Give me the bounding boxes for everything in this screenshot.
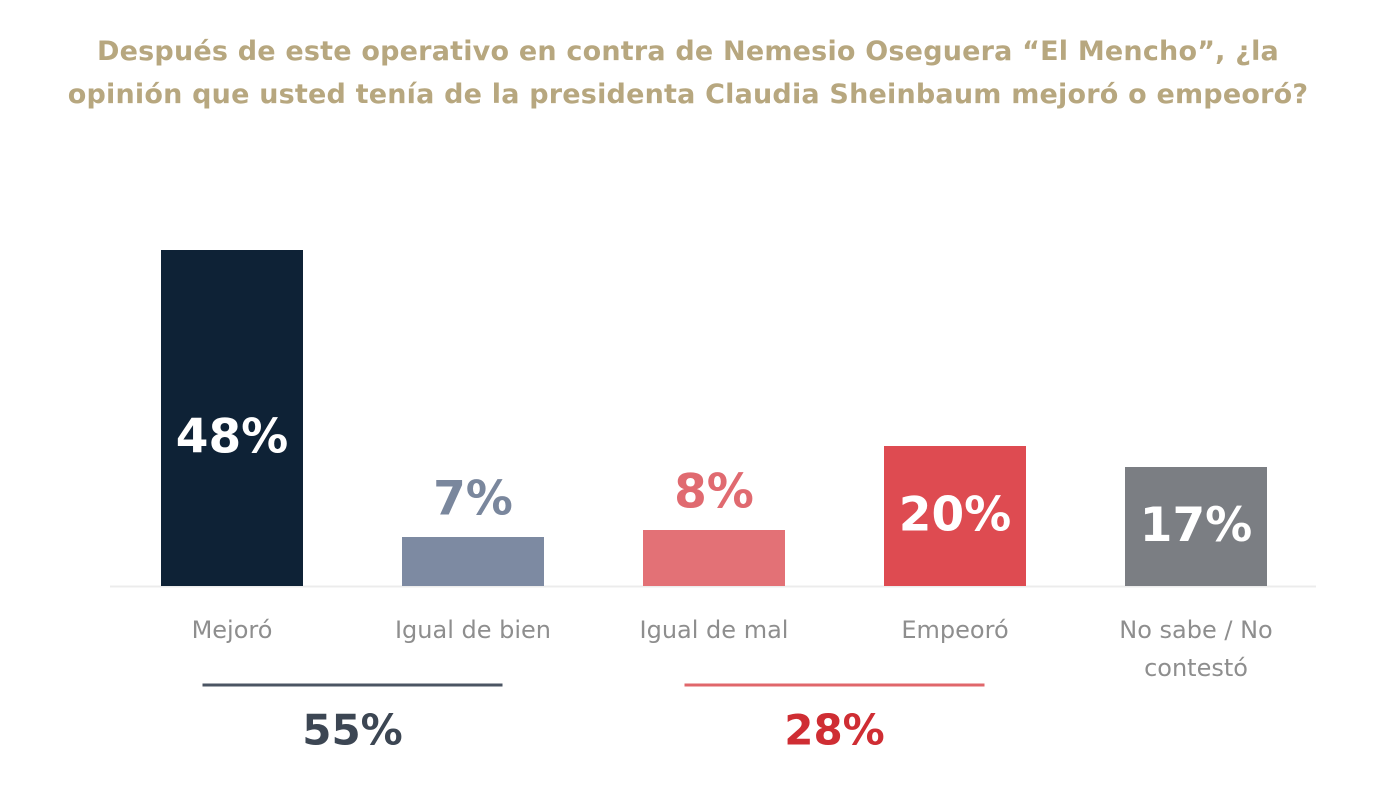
- category-label: Igual de bien: [395, 616, 551, 644]
- category-label: Mejoró: [192, 616, 273, 644]
- bar: [643, 530, 785, 586]
- group-total-label: 55%: [302, 706, 403, 755]
- bar-value-label: 48%: [176, 410, 289, 465]
- category-label: Igual de mal: [640, 616, 789, 644]
- bar: [402, 537, 544, 586]
- bar: [161, 250, 303, 586]
- chart-title: Después de este operativo en contra de N…: [67, 36, 1309, 110]
- bar-value-label: 8%: [674, 465, 754, 520]
- bar: [1125, 467, 1267, 586]
- bar-value-label: 7%: [433, 472, 513, 527]
- category-label: Empeoró: [901, 616, 1008, 644]
- category-label: No sabe / No contestó: [1119, 616, 1272, 682]
- bar-value-label: 20%: [899, 488, 1012, 543]
- bar: [884, 446, 1026, 586]
- bar-value-label: 17%: [1140, 498, 1253, 553]
- group-total-label: 28%: [784, 706, 885, 755]
